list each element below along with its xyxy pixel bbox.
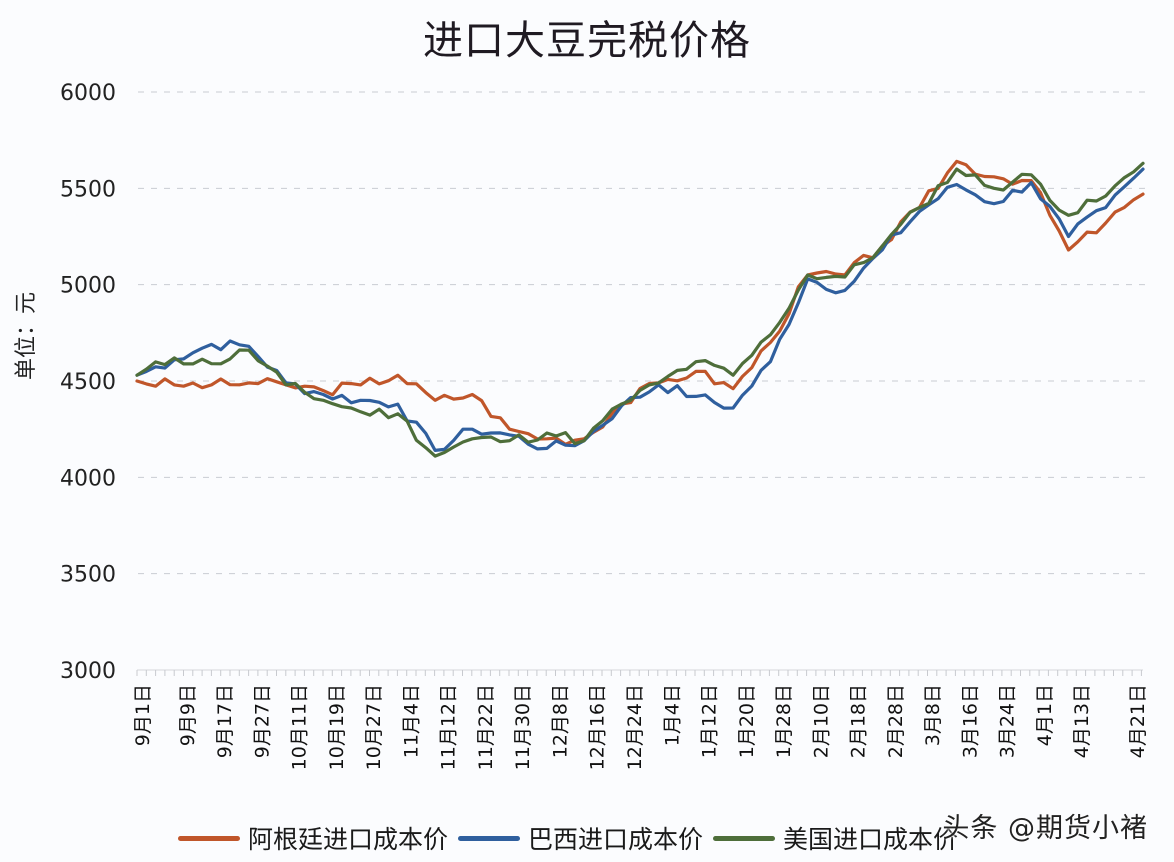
x-tick-label: 1月28日 bbox=[773, 684, 795, 758]
x-tick-label: 12月24日 bbox=[624, 684, 646, 770]
x-tick-label: 10月11日 bbox=[289, 684, 311, 770]
y-tick-label: 5500 bbox=[60, 177, 116, 202]
y-tick-label: 4000 bbox=[60, 466, 116, 491]
x-tick-label: 2月10日 bbox=[810, 684, 832, 758]
y-tick-label: 3500 bbox=[60, 563, 116, 588]
y-tick-label: 5000 bbox=[60, 274, 116, 299]
x-tick-label: 9月17日 bbox=[214, 684, 236, 758]
watermark: 头条 @期货小褚 bbox=[942, 813, 1148, 844]
legend-item-usa: 美国进口成本价 bbox=[713, 820, 958, 856]
legend-label-brazil: 巴西进口成本价 bbox=[528, 825, 704, 854]
x-tick-label: 2月28日 bbox=[885, 684, 907, 758]
x-tick-label: 11月12日 bbox=[438, 684, 460, 770]
x-tick-label: 10月27日 bbox=[363, 684, 385, 770]
x-tick-label: 4月13日 bbox=[1071, 684, 1093, 758]
y-tick-label: 6000 bbox=[60, 81, 116, 106]
x-tick-label: 4月1日 bbox=[1034, 684, 1056, 746]
x-tick-label: 9月1日 bbox=[132, 684, 154, 746]
x-tick-label: 2月18日 bbox=[848, 684, 870, 758]
x-tick-label: 1月4日 bbox=[661, 684, 683, 746]
legend-swatch-argentina bbox=[178, 835, 240, 841]
x-tick-label: 12月8日 bbox=[549, 684, 571, 758]
x-tick-label: 10月19日 bbox=[326, 684, 348, 770]
x-tick-label: 1月12日 bbox=[699, 684, 721, 758]
x-tick-label: 3月16日 bbox=[959, 684, 981, 758]
y-tick-label: 3000 bbox=[60, 659, 116, 684]
x-tick-label: 3月8日 bbox=[922, 684, 944, 746]
x-tick-label: 11月30日 bbox=[512, 684, 534, 770]
x-tick-label: 11月4日 bbox=[400, 684, 422, 758]
legend-item-argentina: 阿根廷进口成本价 bbox=[178, 820, 448, 856]
x-tick-label: 9月27日 bbox=[251, 684, 273, 758]
x-tick-label: 9月9日 bbox=[177, 684, 199, 746]
legend: 阿根廷进口成本价 巴西进口成本价 美国进口成本价 bbox=[178, 820, 968, 856]
x-tick-label: 4月21日 bbox=[1127, 684, 1149, 758]
legend-label-usa: 美国进口成本价 bbox=[783, 825, 959, 854]
series-line-2 bbox=[135, 161, 1145, 458]
y-tick-label: 4500 bbox=[60, 370, 116, 395]
legend-label-argentina: 阿根廷进口成本价 bbox=[248, 825, 449, 854]
legend-swatch-usa bbox=[713, 835, 776, 841]
legend-item-brazil: 巴西进口成本价 bbox=[458, 820, 703, 856]
x-tick-label: 11月22日 bbox=[475, 684, 497, 770]
chart-title: 进口大豆完税价格 bbox=[423, 18, 751, 64]
series-line-1 bbox=[135, 167, 1145, 452]
x-tick-label: 1月20日 bbox=[736, 684, 758, 758]
legend-swatch-brazil bbox=[458, 835, 521, 841]
x-tick-label: 3月24日 bbox=[997, 684, 1019, 758]
x-tick-label: 12月16日 bbox=[587, 684, 609, 770]
